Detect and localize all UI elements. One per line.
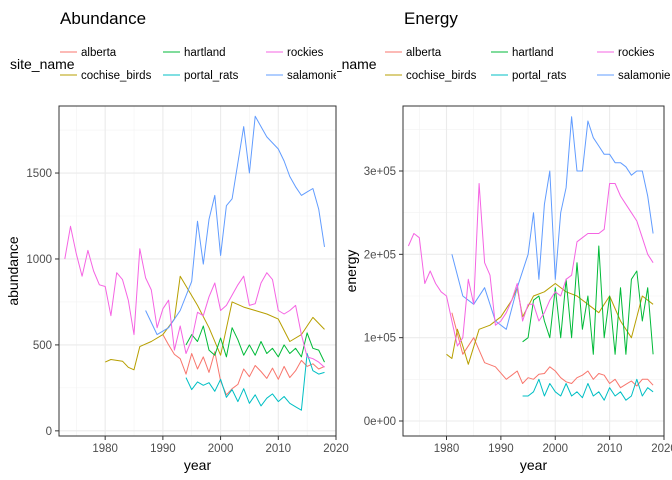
series-line-hartland [185,325,325,363]
x-tick-label: 1990 [488,443,514,455]
legend-label-salamonie: salamonie [618,70,670,82]
x-tick-label: 2000 [542,443,568,455]
series-group [407,116,654,401]
legend-label-hartland: hartland [512,47,554,59]
y-tick-label: 3e+05 [364,166,396,178]
series-line-salamonie [145,115,325,336]
x-tick-label: 1990 [150,443,176,455]
series-line-alberta [451,312,654,389]
x-tick-label: 1980 [434,443,460,455]
legend-title: site_name [10,56,75,72]
legend-label-portal-rats: portal_rats [184,70,239,82]
legend-label-salamonie: salamonie [287,70,339,82]
series-line-hartland [522,245,654,355]
plot-border [58,105,337,437]
series-line-rockies [407,183,654,347]
x-axis-label: year [520,457,548,473]
plot-border [402,105,665,437]
legend-label-alberta: alberta [81,47,117,59]
series-line-portal-rats [522,378,654,401]
y-tick-label: 2e+05 [364,249,396,261]
series-line-cochise-birds [446,283,654,365]
y-axis-label: energy [343,250,359,293]
y-tick-label: 0e+00 [364,416,396,428]
legend-label-alberta: alberta [406,47,442,59]
plot-background [59,106,336,436]
legend-label-hartland: hartland [184,47,226,59]
x-tick-label: 2010 [265,443,291,455]
legend-label-cochise-birds: cochise_birds [81,70,152,82]
y-tick-label: 1500 [26,168,52,180]
energy-panel: Energy site_name alberta cochise_birds hartl… [312,9,672,473]
chart-title: Abundance [60,9,146,28]
legend-label-portal-rats: portal_rats [512,70,567,82]
legend-title: site_name [312,56,377,72]
series-line-alberta [162,334,325,396]
series-group [64,115,325,411]
x-tick-label: 2010 [597,443,623,455]
grid [59,106,337,436]
x-tick-label: 2020 [323,443,349,455]
y-tick-label: 1000 [26,254,52,266]
series-line-rockies [64,225,325,368]
y-tick-label: 0 [46,426,52,438]
series-line-salamonie [451,116,654,330]
legend: site_name alberta cochise_birds hartland por… [10,47,339,82]
y-axis-label: abundance [5,236,21,306]
series-line-portal-rats [185,353,325,411]
plot-background [403,106,664,436]
series-line-cochise-birds [104,275,325,371]
y-tick-label: 1e+05 [364,333,396,345]
x-axis-label: year [184,457,212,473]
x-tick-label: 2000 [208,443,234,455]
abundance-panel: Abundance site_name alberta cochise_birds ha… [5,9,349,473]
y-tick-label: 500 [33,340,52,352]
legend-label-cochise-birds: cochise_birds [406,70,477,82]
legend-label-rockies: rockies [287,47,324,59]
chart-title: Energy [404,9,458,28]
legend-label-rockies: rockies [618,47,655,59]
x-tick-label: 2020 [651,443,672,455]
x-tick-label: 1980 [92,443,118,455]
legend: site_name alberta cochise_birds hartland por… [312,47,670,82]
